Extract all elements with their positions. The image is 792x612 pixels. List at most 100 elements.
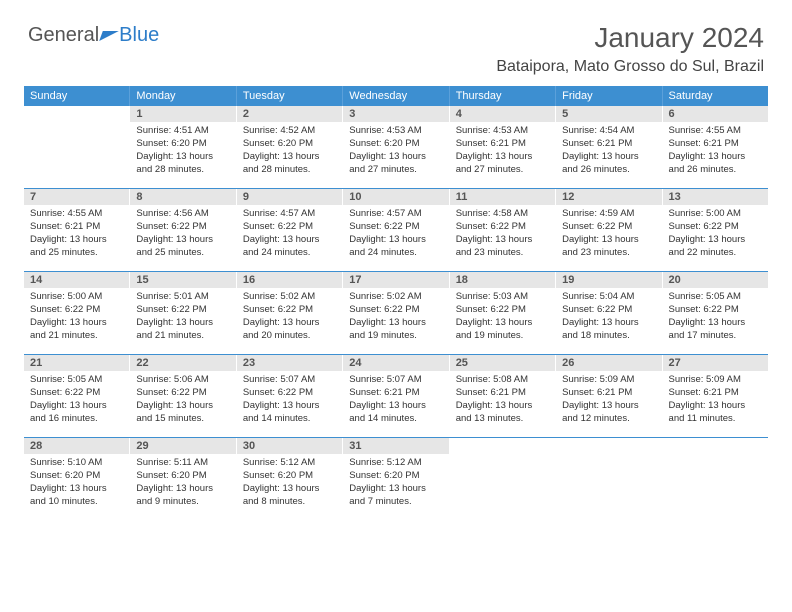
day-text: Sunrise: 5:01 AMSunset: 6:22 PMDaylight:… xyxy=(130,288,235,347)
day-text: Sunrise: 5:05 AMSunset: 6:22 PMDaylight:… xyxy=(24,371,129,430)
day-text: Sunrise: 5:07 AMSunset: 6:22 PMDaylight:… xyxy=(237,371,342,430)
day-number: 3 xyxy=(343,106,448,122)
day-number: 21 xyxy=(24,355,129,371)
dayhead-fri: Friday xyxy=(556,86,662,106)
day-cell: 23Sunrise: 5:07 AMSunset: 6:22 PMDayligh… xyxy=(237,355,343,437)
day-number: 1 xyxy=(130,106,235,122)
day-number: 23 xyxy=(237,355,342,371)
dayhead-row: Sunday Monday Tuesday Wednesday Thursday… xyxy=(24,86,768,106)
day-text: Sunrise: 5:06 AMSunset: 6:22 PMDaylight:… xyxy=(130,371,235,430)
day-text: Sunrise: 4:55 AMSunset: 6:21 PMDaylight:… xyxy=(24,205,129,264)
day-cell: 28Sunrise: 5:10 AMSunset: 6:20 PMDayligh… xyxy=(24,438,130,520)
day-cell xyxy=(24,106,130,188)
day-number: 25 xyxy=(450,355,555,371)
day-text: Sunrise: 5:09 AMSunset: 6:21 PMDaylight:… xyxy=(556,371,661,430)
day-number: 5 xyxy=(556,106,661,122)
day-number: 15 xyxy=(130,272,235,288)
day-number: 16 xyxy=(237,272,342,288)
day-cell: 29Sunrise: 5:11 AMSunset: 6:20 PMDayligh… xyxy=(130,438,236,520)
day-cell xyxy=(450,438,556,520)
day-cell: 25Sunrise: 5:08 AMSunset: 6:21 PMDayligh… xyxy=(450,355,556,437)
day-text: Sunrise: 4:53 AMSunset: 6:20 PMDaylight:… xyxy=(343,122,448,181)
day-cell: 20Sunrise: 5:05 AMSunset: 6:22 PMDayligh… xyxy=(663,272,768,354)
dayhead-wed: Wednesday xyxy=(343,86,449,106)
page-location: Bataipora, Mato Grosso do Sul, Brazil xyxy=(496,58,764,76)
day-text: Sunrise: 5:10 AMSunset: 6:20 PMDaylight:… xyxy=(24,454,129,513)
calendar: Sunday Monday Tuesday Wednesday Thursday… xyxy=(24,86,768,520)
day-text: Sunrise: 5:12 AMSunset: 6:20 PMDaylight:… xyxy=(343,454,448,513)
dayhead-thu: Thursday xyxy=(450,86,556,106)
day-cell: 3Sunrise: 4:53 AMSunset: 6:20 PMDaylight… xyxy=(343,106,449,188)
day-number: 24 xyxy=(343,355,448,371)
day-number: 20 xyxy=(663,272,768,288)
day-cell: 17Sunrise: 5:02 AMSunset: 6:22 PMDayligh… xyxy=(343,272,449,354)
day-text: Sunrise: 5:05 AMSunset: 6:22 PMDaylight:… xyxy=(663,288,768,347)
day-text: Sunrise: 4:59 AMSunset: 6:22 PMDaylight:… xyxy=(556,205,661,264)
day-number: 7 xyxy=(24,189,129,205)
day-cell: 9Sunrise: 4:57 AMSunset: 6:22 PMDaylight… xyxy=(237,189,343,271)
day-text: Sunrise: 4:56 AMSunset: 6:22 PMDaylight:… xyxy=(130,205,235,264)
day-cell: 26Sunrise: 5:09 AMSunset: 6:21 PMDayligh… xyxy=(556,355,662,437)
day-number: 26 xyxy=(556,355,661,371)
day-number: 13 xyxy=(663,189,768,205)
logo: General Blue xyxy=(28,24,159,47)
day-cell: 21Sunrise: 5:05 AMSunset: 6:22 PMDayligh… xyxy=(24,355,130,437)
day-cell: 10Sunrise: 4:57 AMSunset: 6:22 PMDayligh… xyxy=(343,189,449,271)
day-number: 8 xyxy=(130,189,235,205)
dayhead-sat: Saturday xyxy=(663,86,768,106)
day-text: Sunrise: 5:07 AMSunset: 6:21 PMDaylight:… xyxy=(343,371,448,430)
logo-text-2: Blue xyxy=(119,24,159,47)
day-cell: 15Sunrise: 5:01 AMSunset: 6:22 PMDayligh… xyxy=(130,272,236,354)
day-cell xyxy=(556,438,662,520)
week-row: 14Sunrise: 5:00 AMSunset: 6:22 PMDayligh… xyxy=(24,272,768,355)
logo-triangle-icon xyxy=(99,31,119,41)
day-cell: 4Sunrise: 4:53 AMSunset: 6:21 PMDaylight… xyxy=(450,106,556,188)
day-number: 11 xyxy=(450,189,555,205)
day-text: Sunrise: 4:55 AMSunset: 6:21 PMDaylight:… xyxy=(663,122,768,181)
day-number: 29 xyxy=(130,438,235,454)
day-cell: 14Sunrise: 5:00 AMSunset: 6:22 PMDayligh… xyxy=(24,272,130,354)
day-cell: 11Sunrise: 4:58 AMSunset: 6:22 PMDayligh… xyxy=(450,189,556,271)
dayhead-mon: Monday xyxy=(130,86,236,106)
day-text: Sunrise: 5:04 AMSunset: 6:22 PMDaylight:… xyxy=(556,288,661,347)
day-cell: 13Sunrise: 5:00 AMSunset: 6:22 PMDayligh… xyxy=(663,189,768,271)
day-text: Sunrise: 5:08 AMSunset: 6:21 PMDaylight:… xyxy=(450,371,555,430)
day-cell: 12Sunrise: 4:59 AMSunset: 6:22 PMDayligh… xyxy=(556,189,662,271)
day-number: 6 xyxy=(663,106,768,122)
week-row: 1Sunrise: 4:51 AMSunset: 6:20 PMDaylight… xyxy=(24,106,768,189)
day-text: Sunrise: 5:03 AMSunset: 6:22 PMDaylight:… xyxy=(450,288,555,347)
day-text: Sunrise: 5:00 AMSunset: 6:22 PMDaylight:… xyxy=(24,288,129,347)
week-row: 21Sunrise: 5:05 AMSunset: 6:22 PMDayligh… xyxy=(24,355,768,438)
dayhead-tue: Tuesday xyxy=(237,86,343,106)
page-title: January 2024 xyxy=(594,22,764,54)
day-number: 18 xyxy=(450,272,555,288)
day-cell: 27Sunrise: 5:09 AMSunset: 6:21 PMDayligh… xyxy=(663,355,768,437)
day-number: 31 xyxy=(343,438,448,454)
day-text: Sunrise: 4:57 AMSunset: 6:22 PMDaylight:… xyxy=(237,205,342,264)
day-cell: 16Sunrise: 5:02 AMSunset: 6:22 PMDayligh… xyxy=(237,272,343,354)
dayhead-sun: Sunday xyxy=(24,86,130,106)
day-number: 4 xyxy=(450,106,555,122)
day-text: Sunrise: 5:02 AMSunset: 6:22 PMDaylight:… xyxy=(237,288,342,347)
day-number: 17 xyxy=(343,272,448,288)
day-text: Sunrise: 4:57 AMSunset: 6:22 PMDaylight:… xyxy=(343,205,448,264)
day-cell: 8Sunrise: 4:56 AMSunset: 6:22 PMDaylight… xyxy=(130,189,236,271)
day-text: Sunrise: 5:09 AMSunset: 6:21 PMDaylight:… xyxy=(663,371,768,430)
day-text: Sunrise: 4:54 AMSunset: 6:21 PMDaylight:… xyxy=(556,122,661,181)
day-cell: 24Sunrise: 5:07 AMSunset: 6:21 PMDayligh… xyxy=(343,355,449,437)
week-row: 28Sunrise: 5:10 AMSunset: 6:20 PMDayligh… xyxy=(24,438,768,520)
day-number: 27 xyxy=(663,355,768,371)
day-cell: 6Sunrise: 4:55 AMSunset: 6:21 PMDaylight… xyxy=(663,106,768,188)
logo-text-1: General xyxy=(28,24,99,47)
day-number: 12 xyxy=(556,189,661,205)
day-text: Sunrise: 5:00 AMSunset: 6:22 PMDaylight:… xyxy=(663,205,768,264)
day-cell: 2Sunrise: 4:52 AMSunset: 6:20 PMDaylight… xyxy=(237,106,343,188)
day-cell xyxy=(663,438,768,520)
day-text: Sunrise: 4:52 AMSunset: 6:20 PMDaylight:… xyxy=(237,122,342,181)
day-number: 19 xyxy=(556,272,661,288)
day-text: Sunrise: 4:58 AMSunset: 6:22 PMDaylight:… xyxy=(450,205,555,264)
day-cell: 1Sunrise: 4:51 AMSunset: 6:20 PMDaylight… xyxy=(130,106,236,188)
day-number: 2 xyxy=(237,106,342,122)
day-cell: 18Sunrise: 5:03 AMSunset: 6:22 PMDayligh… xyxy=(450,272,556,354)
week-row: 7Sunrise: 4:55 AMSunset: 6:21 PMDaylight… xyxy=(24,189,768,272)
